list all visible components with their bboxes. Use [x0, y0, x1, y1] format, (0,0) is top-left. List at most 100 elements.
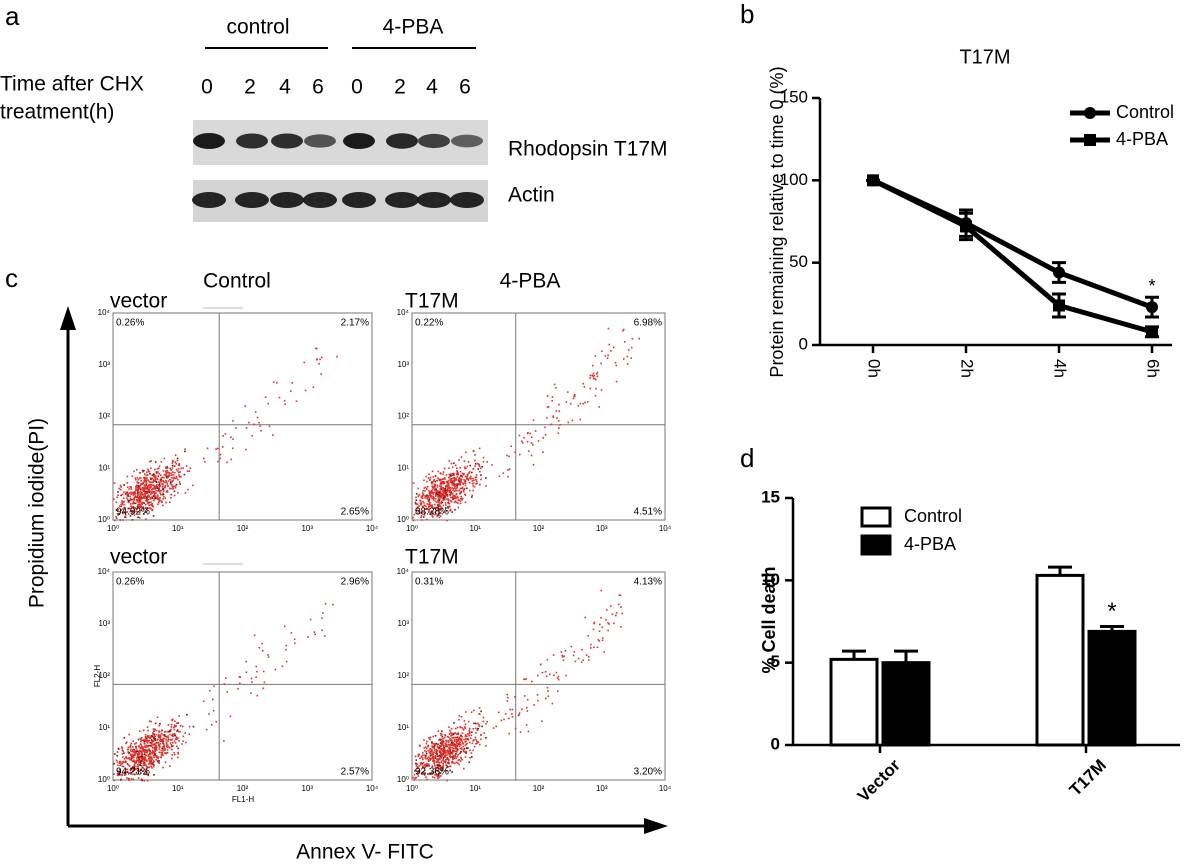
- event-dot: [142, 760, 145, 763]
- quadrant-percent: 4.13%: [634, 577, 662, 588]
- event-dot: [304, 389, 307, 392]
- event-dot: [136, 765, 138, 768]
- event-dot: [462, 750, 465, 753]
- event-dot: [475, 483, 477, 485]
- event-dot: [174, 734, 177, 737]
- event-dot: [472, 739, 474, 742]
- event-dot: [444, 770, 447, 772]
- event-dot: [536, 699, 539, 702]
- event-dot: [129, 503, 132, 505]
- event-dot: [119, 768, 121, 771]
- event-dot: [184, 732, 186, 734]
- event-dot: [116, 770, 119, 773]
- event-dot: [436, 775, 439, 778]
- event-dot: [460, 739, 462, 742]
- event-dot: [464, 726, 466, 728]
- event-dot: [439, 752, 442, 754]
- event-dot: [160, 739, 163, 742]
- event-dot: [440, 730, 443, 733]
- event-dot: [442, 496, 445, 499]
- event-dot: [541, 720, 543, 722]
- event-dot: [523, 436, 525, 439]
- event-dot: [452, 477, 455, 480]
- event-dot: [435, 755, 437, 757]
- event-dot: [134, 750, 136, 753]
- event-dot: [154, 468, 156, 471]
- event-dot: [473, 486, 476, 488]
- event-dot: [439, 505, 442, 508]
- event-dot: [142, 471, 144, 473]
- event-dot: [130, 769, 132, 772]
- event-dot: [126, 757, 128, 760]
- event-dot: [482, 460, 485, 463]
- event-dot: [421, 497, 424, 500]
- event-dot: [135, 748, 138, 750]
- event-dot: [436, 491, 439, 494]
- event-dot: [115, 759, 118, 762]
- event-dot: [438, 754, 441, 757]
- event-dot: [237, 688, 239, 690]
- event-dot: [150, 720, 152, 723]
- event-dot: [141, 779, 143, 782]
- event-dot: [121, 753, 124, 755]
- event-dot: [416, 506, 419, 508]
- event-dot: [178, 481, 181, 483]
- event-dot: [429, 479, 431, 481]
- event-dot: [557, 432, 560, 435]
- event-dot: [119, 488, 122, 491]
- legend-marker: [1084, 107, 1096, 119]
- event-dot: [593, 621, 596, 624]
- event-dot: [447, 747, 450, 749]
- event-dot: [623, 328, 625, 331]
- x-tick-label: 10²: [533, 524, 545, 533]
- event-dot: [431, 488, 434, 491]
- event-dot: [447, 506, 449, 508]
- event-dot: [152, 763, 155, 766]
- event-dot: [480, 478, 482, 481]
- event-dot: [431, 771, 434, 773]
- event-dot: [146, 477, 148, 479]
- event-dot: [459, 747, 462, 750]
- event-dot: [420, 503, 422, 506]
- event-dot: [223, 683, 226, 685]
- event-dot: [167, 724, 170, 726]
- event-dot: [213, 685, 215, 688]
- event-dot: [435, 490, 438, 493]
- event-dot: [476, 729, 479, 732]
- event-dot: [272, 434, 274, 436]
- event-dot: [116, 774, 119, 777]
- event-dot: [121, 749, 124, 752]
- event-dot: [140, 762, 142, 765]
- event-dot: [463, 748, 466, 750]
- event-dot: [449, 738, 451, 740]
- event-dot: [140, 509, 142, 512]
- event-dot: [137, 777, 140, 779]
- event-dot: [593, 377, 595, 380]
- event-dot: [630, 357, 632, 359]
- event-dot: [448, 476, 451, 478]
- event-dot: [120, 509, 122, 511]
- event-dot: [142, 508, 145, 510]
- event-dot: [442, 764, 445, 767]
- event-dot: [434, 773, 436, 776]
- event-dot: [138, 750, 140, 753]
- event-dot: [453, 757, 456, 760]
- event-dot: [120, 763, 122, 765]
- event-dot: [458, 715, 461, 717]
- event-dot: [431, 776, 434, 778]
- event-dot: [158, 724, 161, 727]
- event-dot: [154, 750, 156, 752]
- event-dot: [132, 769, 135, 772]
- event-dot: [453, 472, 455, 475]
- event-dot: [164, 747, 166, 750]
- y-tick-label: 10¹: [98, 723, 110, 732]
- event-dot: [151, 745, 153, 748]
- event-dot: [449, 756, 452, 759]
- event-dot: [466, 473, 469, 476]
- event-dot: [134, 507, 136, 509]
- event-dot: [464, 466, 466, 469]
- event-dot: [451, 483, 453, 486]
- event-dot: [573, 393, 576, 396]
- event-dot: [592, 375, 595, 378]
- time-label: treatment(h): [0, 101, 114, 124]
